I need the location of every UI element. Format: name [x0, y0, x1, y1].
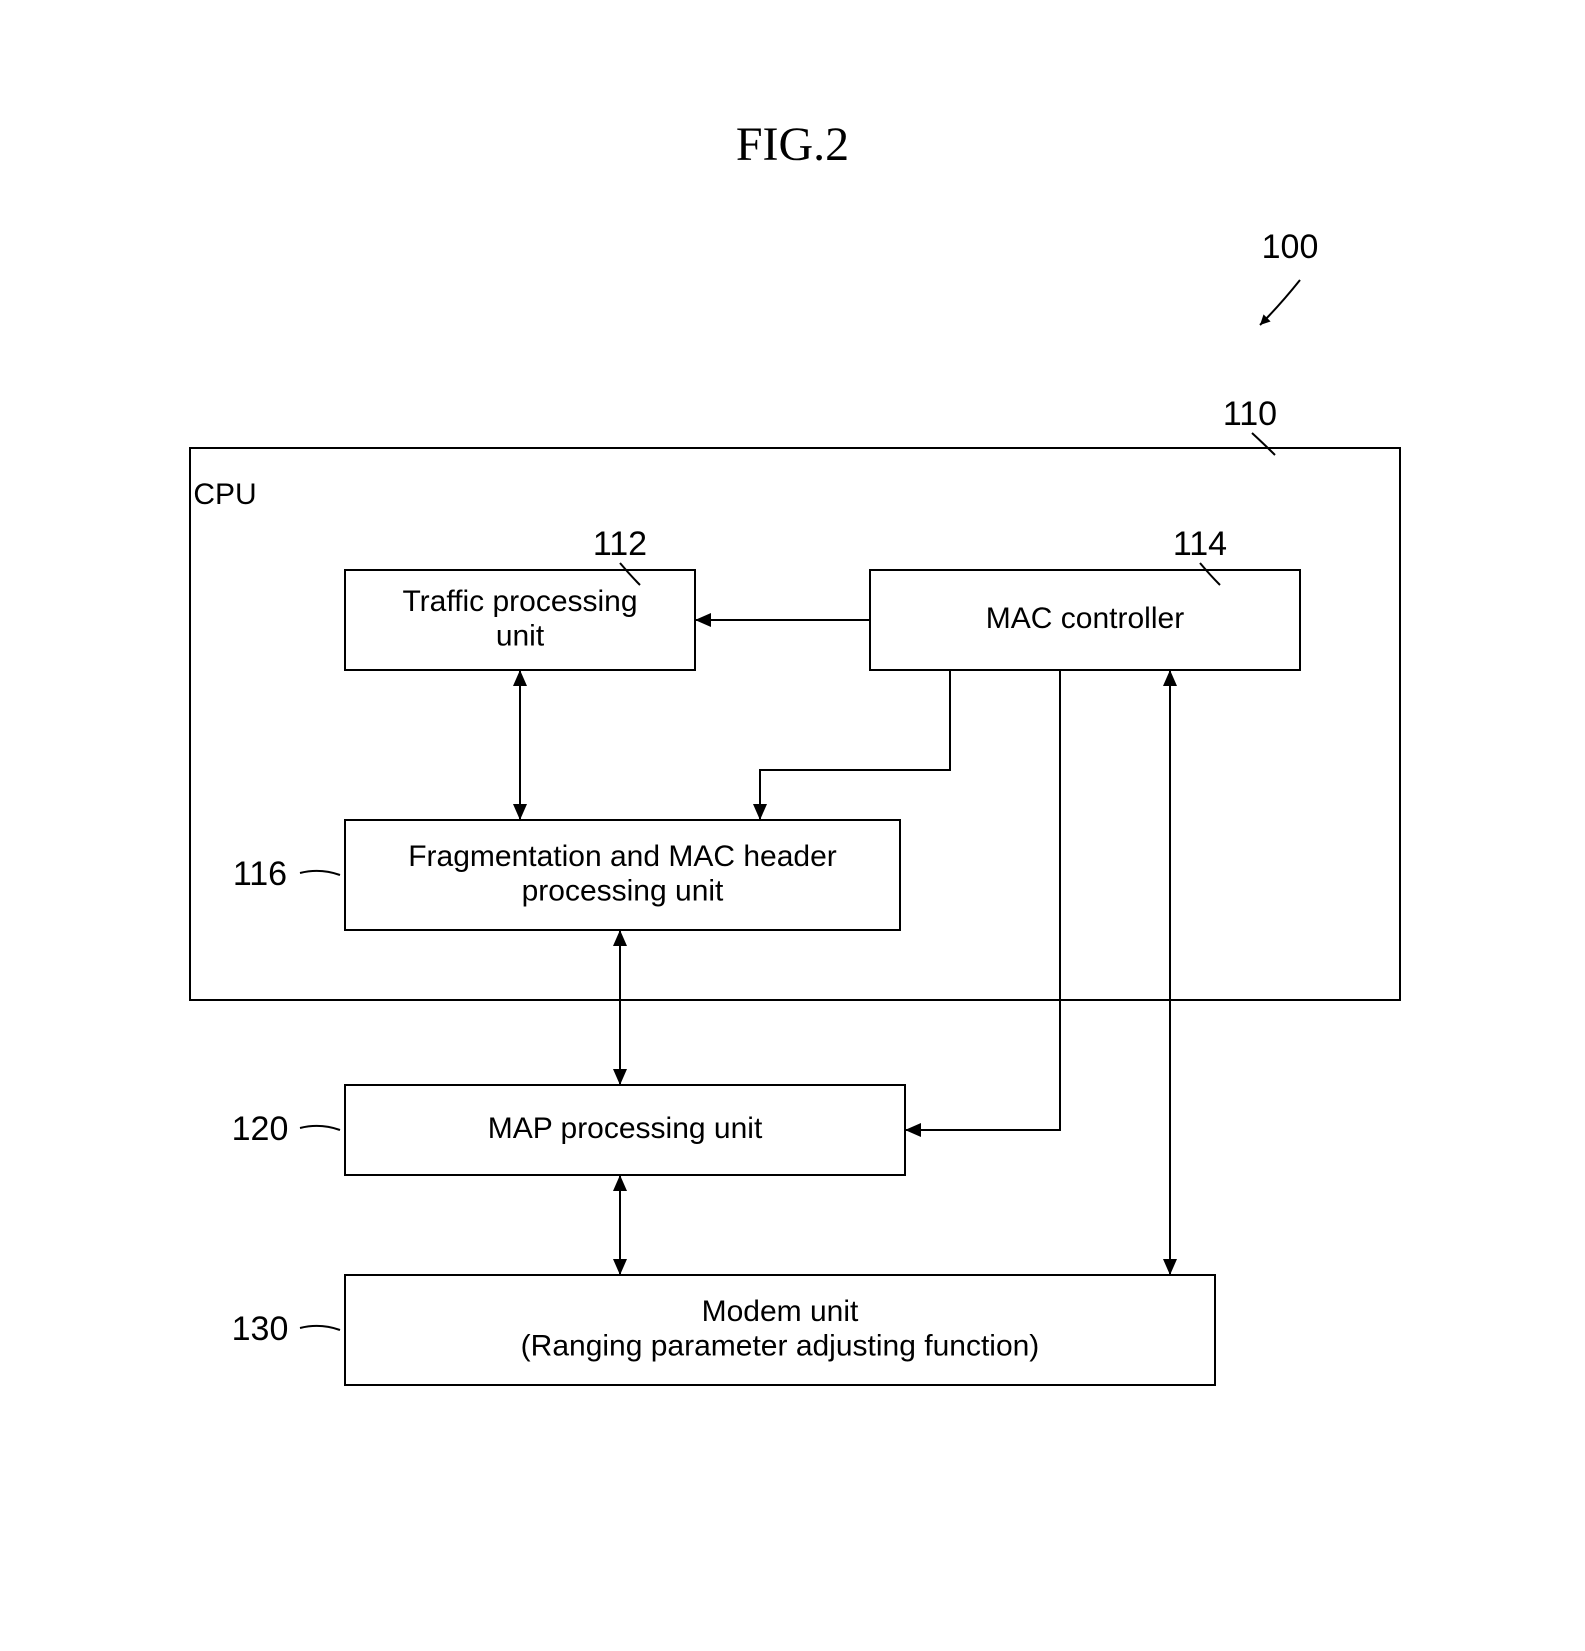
arrowhead [613, 1259, 627, 1275]
mac-label: MAC controller [986, 602, 1184, 635]
figure-title: FIG.2 [736, 118, 849, 171]
mac-ref: 114 [1173, 525, 1227, 563]
map-ref-leader [300, 1126, 340, 1130]
modem-ref: 130 [232, 1310, 289, 1348]
arrowhead [613, 1069, 627, 1085]
map-label: MAP processing unit [488, 1112, 763, 1145]
arrowhead [1163, 1259, 1177, 1275]
frag-ref: 116 [233, 855, 287, 893]
map-ref: 120 [232, 1110, 289, 1148]
cpu-ref: 110 [1223, 395, 1277, 433]
arrowhead [905, 1123, 921, 1137]
modem-ref-leader [300, 1326, 340, 1330]
traffic-ref: 112 [593, 525, 647, 563]
pointer-100: 100 [1262, 228, 1319, 266]
cpu-label: CPU [193, 478, 256, 511]
arrowhead [613, 1175, 627, 1191]
